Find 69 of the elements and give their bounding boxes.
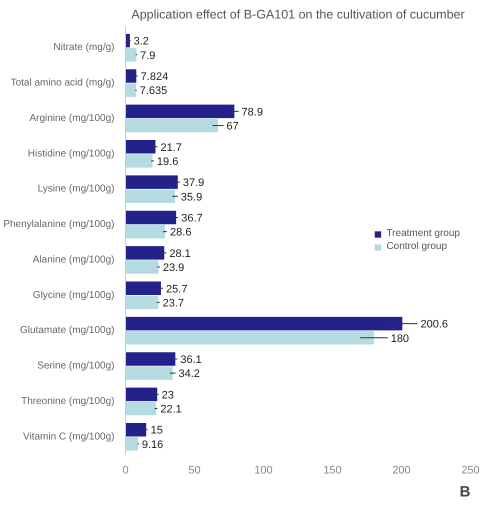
y-tick-label: Glycine (mg/100g) [32,290,115,301]
y-tick-label: Vitamin C (mg/100g) [22,431,115,442]
data-label: 35.9 [180,191,202,204]
text: B [460,484,471,500]
bar [126,260,158,274]
bar [126,437,138,451]
data-label: 7.635 [140,85,168,98]
legend-label: Treatment group [386,228,460,239]
data-label: 9.16 [142,438,164,451]
bar [126,388,158,402]
y-tick-label: Total amino acid (mg/g) [10,78,115,89]
x-tick-label: 50 [188,464,201,476]
chart-title: Application effect of B-GA101 on the cultivation of cucumber [131,8,465,22]
y-tick-label: Serine (mg/100g) [37,360,115,372]
data-label: 67 [226,120,239,133]
y-tick-label: Threonine (mg/100g) [21,396,115,407]
bar [126,423,146,436]
data-label: 22.1 [160,404,182,416]
bar [126,224,165,238]
data-label: 180 [390,332,410,345]
data-label: 21.7 [160,142,182,154]
bar [126,316,402,330]
data-label: 37.9 [182,177,204,190]
bar [126,296,158,310]
bar [126,175,178,189]
data-label: 23 [162,389,174,402]
y-tick-label: Nitrate (mg/g) [53,42,114,54]
x-tick-label: 100 [254,464,273,476]
data-label: 23.9 [162,262,184,274]
x-tick-label: 250 [461,464,480,476]
bar [126,352,176,366]
data-label: 7.9 [140,50,156,62]
data-label: 28.6 [170,226,192,239]
legend-label: Control group [386,241,448,252]
data-label: 15 [150,424,163,437]
data-label: 19.6 [156,156,178,168]
bar [126,282,161,295]
bar [126,210,176,224]
data-label: 25.7 [166,283,188,296]
y-tick-label: Alanine (mg/100g) [32,254,115,266]
bar [126,402,156,416]
data-label: 78.9 [242,106,263,118]
bar [126,104,234,118]
bar [126,366,173,380]
data-label: 7.824 [140,71,168,84]
y-tick-label: Glutamate (mg/100g) [20,325,115,336]
bar [126,246,164,260]
x-tick-label: 200 [392,464,411,476]
y-tick-label: Phenylalanine (mg/100g) [3,219,115,230]
bar [126,69,136,83]
y-tick-label: Arginine (mg/100g) [29,112,115,124]
data-label: 28.1 [169,248,191,260]
bar [126,118,218,132]
bar [126,331,374,344]
y-tick-label: Histidine (mg/100g) [28,148,115,160]
bar [126,190,176,204]
data-label: 200.6 [420,318,448,331]
x-tick-label: 0 [122,464,129,476]
bar [126,154,153,168]
bar [126,48,136,62]
data-label: 3.2 [134,36,149,48]
data-label: 23.7 [162,297,184,310]
y-tick-label: Lysine (mg/100g) [38,184,114,195]
bar [126,140,156,154]
data-label: 34.2 [178,368,200,380]
data-label: 36.1 [180,354,202,366]
x-tick-label: 150 [323,464,342,476]
bar [126,83,136,97]
data-label: 36.7 [181,212,203,225]
